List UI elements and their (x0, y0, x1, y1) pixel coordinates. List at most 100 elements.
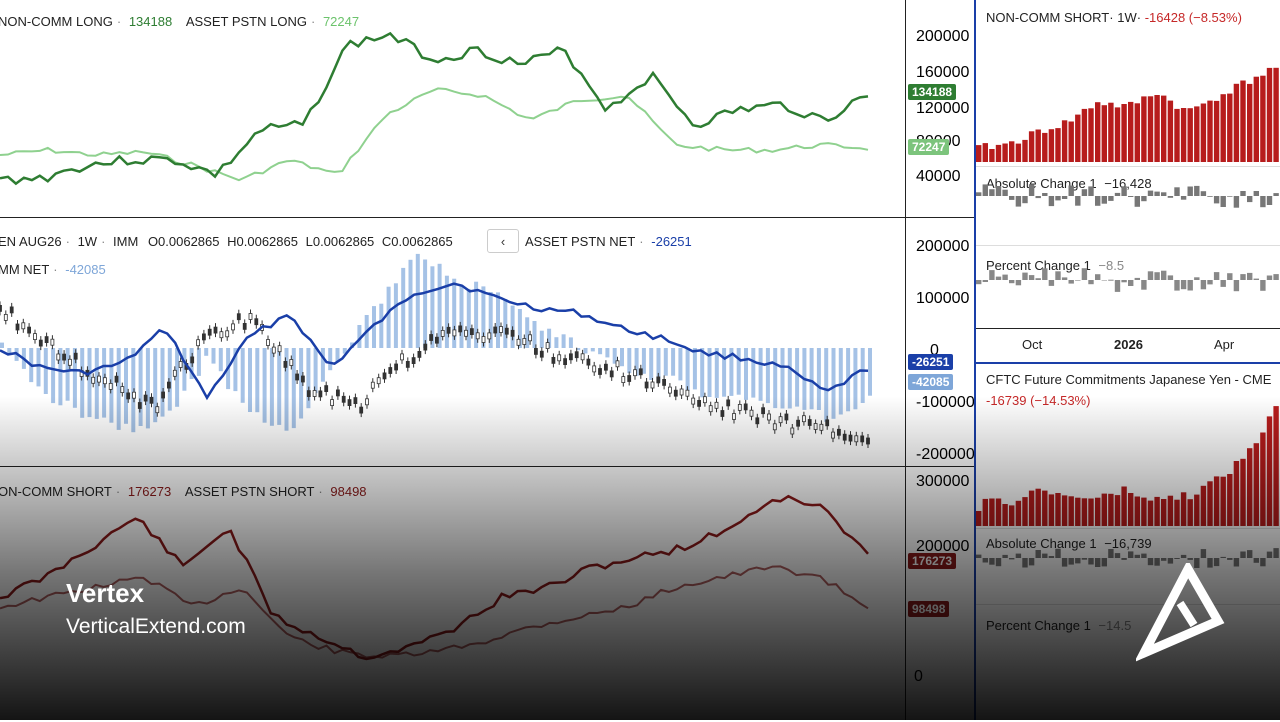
widget-bar (1174, 108, 1180, 162)
histogram-bar (561, 334, 566, 348)
widget-bar (989, 189, 995, 196)
histogram-bar (328, 348, 333, 371)
widget-bar (989, 270, 995, 280)
widget-bar (1187, 186, 1193, 196)
histogram-bar (320, 348, 325, 382)
widget-bar (1207, 481, 1213, 526)
candle-body (330, 399, 335, 407)
widget-bar (1128, 551, 1134, 558)
symbol-name[interactable]: EN AUG26 (0, 234, 62, 249)
candle-body (813, 423, 818, 430)
candle-body (50, 338, 55, 346)
histogram-bar (583, 348, 588, 354)
candle-body (726, 399, 731, 407)
candle-body (38, 339, 43, 347)
right-widget-top[interactable]: NON-COMM SHORT· 1W· -16428 (−8.53%) Abso… (976, 0, 1280, 360)
asset-net-label: ASSET PSTN NET (525, 234, 636, 249)
widget-bar (1180, 196, 1187, 200)
abs-change-bars (976, 548, 1279, 568)
widget-bar (1075, 114, 1081, 162)
widget-bar (1220, 476, 1226, 526)
widget-bar (1048, 129, 1055, 162)
widget-bar (1035, 550, 1041, 558)
widget-bar (1088, 558, 1094, 565)
widget-bar (1207, 100, 1213, 162)
histogram-bar (7, 348, 12, 354)
candle-body (749, 409, 754, 417)
candle-body (21, 322, 26, 330)
widget-bar (1200, 485, 1207, 526)
histogram-bar (138, 348, 143, 426)
widget-bar (976, 511, 982, 526)
top-price-axis[interactable]: 200000 160000 120000 80000 40000 134188 … (906, 0, 974, 217)
asset-net-legend: ASSET PSTN NET · -26251 (525, 234, 692, 249)
histogram-bar (678, 348, 683, 381)
axis-tick: 0 (914, 668, 923, 685)
candle-body (324, 385, 329, 393)
widget-bar (1121, 280, 1127, 283)
right-widget-bottom[interactable]: CFTC Future Commitments Japanese Yen - C… (976, 362, 1280, 722)
widget-bar (1108, 549, 1114, 558)
histogram-bar (744, 348, 748, 400)
widget-bar (1253, 558, 1259, 563)
axis-border (905, 0, 906, 720)
candle-body (434, 336, 439, 344)
widget-bar (1240, 80, 1246, 162)
candle-body (580, 353, 585, 361)
widget-bar (1095, 497, 1101, 526)
candle-body (802, 415, 806, 423)
candle-body (405, 360, 410, 368)
widget-bar (1042, 268, 1048, 280)
histogram-bar (94, 348, 99, 419)
candle-body (837, 428, 841, 436)
widget-bar (976, 554, 982, 558)
candle-body (132, 391, 136, 399)
low-value: L0.0062865 (305, 234, 375, 249)
candle-body (825, 419, 830, 427)
x-axis-label: 2026 (1114, 337, 1143, 352)
close-value: C0.0062865 (381, 234, 453, 249)
axis-tick: 40000 (916, 168, 961, 185)
candle-body (860, 435, 865, 443)
widget-bar (1141, 553, 1147, 558)
candle-body (161, 391, 166, 399)
widget-bar (1134, 496, 1140, 526)
widget-bar (1114, 192, 1121, 196)
widget-bar (1081, 558, 1088, 560)
x-axis-label: Oct (1022, 337, 1043, 352)
histogram-bar (532, 321, 537, 348)
top-chart-pane[interactable]: NON-COMM LONG · 134188 ASSET PSTN LONG · 7… (0, 0, 905, 217)
candle-body (807, 419, 812, 426)
widget-bar (1227, 93, 1233, 162)
widget-bar (1022, 558, 1028, 568)
histogram-bar (131, 348, 136, 433)
interval-label: 1W (77, 234, 98, 249)
widget-bar (1247, 448, 1253, 526)
widget-bar (1075, 497, 1081, 526)
widget-bar (1220, 556, 1226, 558)
middle-chart-pane[interactable]: EN AUG26 · 1W · IMM O0.0062865 H0.0062865 … (0, 218, 905, 466)
widget-bar (1207, 280, 1213, 285)
widget-bar (1167, 275, 1174, 280)
candle-body (819, 423, 824, 431)
middle-price-axis[interactable]: 200000 100000 0 -100000 -200000 -26251 -… (906, 218, 974, 466)
collapse-legend-button[interactable]: ‹ (487, 229, 519, 253)
bottom-price-axis[interactable]: 300000 200000 0 176273 98498 (906, 467, 974, 720)
histogram-bar (269, 348, 274, 426)
histogram-bar (765, 348, 770, 404)
widget-bar (1061, 558, 1068, 567)
vertex-triangle-logo (1136, 563, 1225, 662)
candle-body (295, 373, 300, 381)
widget-bar (1227, 474, 1233, 526)
candle-body (499, 326, 503, 333)
histogram-bar (277, 348, 282, 425)
widget-bar (989, 149, 995, 162)
candle-body (464, 329, 468, 337)
widget-bar (1114, 553, 1121, 558)
widget-divider (976, 245, 1280, 246)
pct-change-label: Percent Change 1 (986, 618, 1091, 633)
candle-body (673, 389, 678, 397)
candle-body (656, 376, 661, 384)
candle-body (662, 378, 666, 386)
histogram-bar (714, 348, 719, 398)
